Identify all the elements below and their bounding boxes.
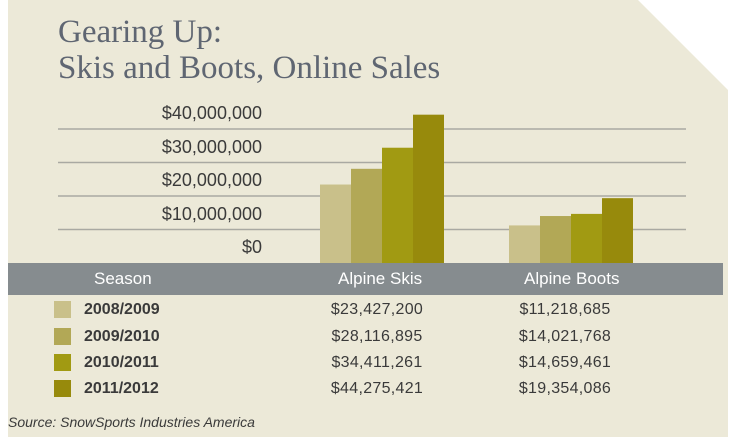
bar-alpine-boots-2009-2010	[540, 216, 571, 263]
header-alpine-boots: Alpine Boots	[524, 269, 620, 288]
season-label: 2008/2009	[84, 301, 160, 318]
y-tick-label: $10,000,000	[161, 203, 262, 224]
table-row: 2009/2010 $28,116,895 $14,021,768	[0, 324, 730, 350]
value-alpine-skis: $23,427,200	[330, 301, 424, 318]
bar-alpine-skis-2010-2011	[382, 147, 413, 263]
season-label: 2010/2011	[84, 354, 159, 371]
source-note: Source: SnowSports Industries America	[8, 414, 255, 430]
table-header: Season Alpine Skis Alpine Boots	[8, 263, 723, 295]
value-alpine-skis: $28,116,895	[331, 328, 423, 345]
title-line-2: Skis and Boots, Online Sales	[58, 50, 441, 86]
legend-swatch	[54, 354, 71, 371]
y-tick-label: $30,000,000	[161, 136, 262, 157]
season-label: 2009/2010	[84, 328, 160, 345]
value-alpine-boots: $11,218,685	[519, 301, 611, 318]
value-alpine-boots: $14,659,461	[518, 354, 612, 371]
legend-swatch	[54, 328, 71, 345]
value-alpine-skis: $44,275,421	[330, 380, 424, 397]
bars	[320, 114, 633, 263]
bar-alpine-skis-2009-2010	[351, 168, 382, 263]
legend-swatch	[54, 301, 71, 318]
header-season: Season	[94, 269, 152, 288]
y-tick-label: $40,000,000	[161, 103, 262, 123]
table-row: 2011/2012 $44,275,421 $19,354,086	[0, 376, 730, 402]
value-alpine-skis: $34,411,261	[331, 354, 423, 371]
header-alpine-skis: Alpine Skis	[338, 269, 423, 288]
table-row: 2008/2009 $23,427,200 $11,218,685	[0, 297, 730, 323]
season-label: 2011/2012	[84, 380, 159, 397]
title-line-1: Gearing Up:	[58, 14, 223, 50]
bar-alpine-boots-2008-2009	[509, 225, 540, 263]
table-row: 2010/2011 $34,411,261 $14,659,461	[0, 350, 730, 376]
bar-alpine-skis-2011-2012	[413, 114, 444, 263]
chart-title: Gearing Up: Skis and Boots, Online Sales	[58, 14, 440, 86]
y-tick-label: $20,000,000	[161, 170, 262, 190]
legend-swatch	[54, 380, 71, 397]
bar-alpine-boots-2010-2011	[571, 213, 602, 263]
value-alpine-boots: $14,021,768	[518, 328, 612, 345]
y-tick-label: $0	[241, 237, 262, 257]
value-alpine-boots: $19,354,086	[518, 380, 612, 397]
bar-alpine-skis-2008-2009	[320, 184, 351, 263]
bar-alpine-boots-2011-2012	[602, 198, 633, 263]
